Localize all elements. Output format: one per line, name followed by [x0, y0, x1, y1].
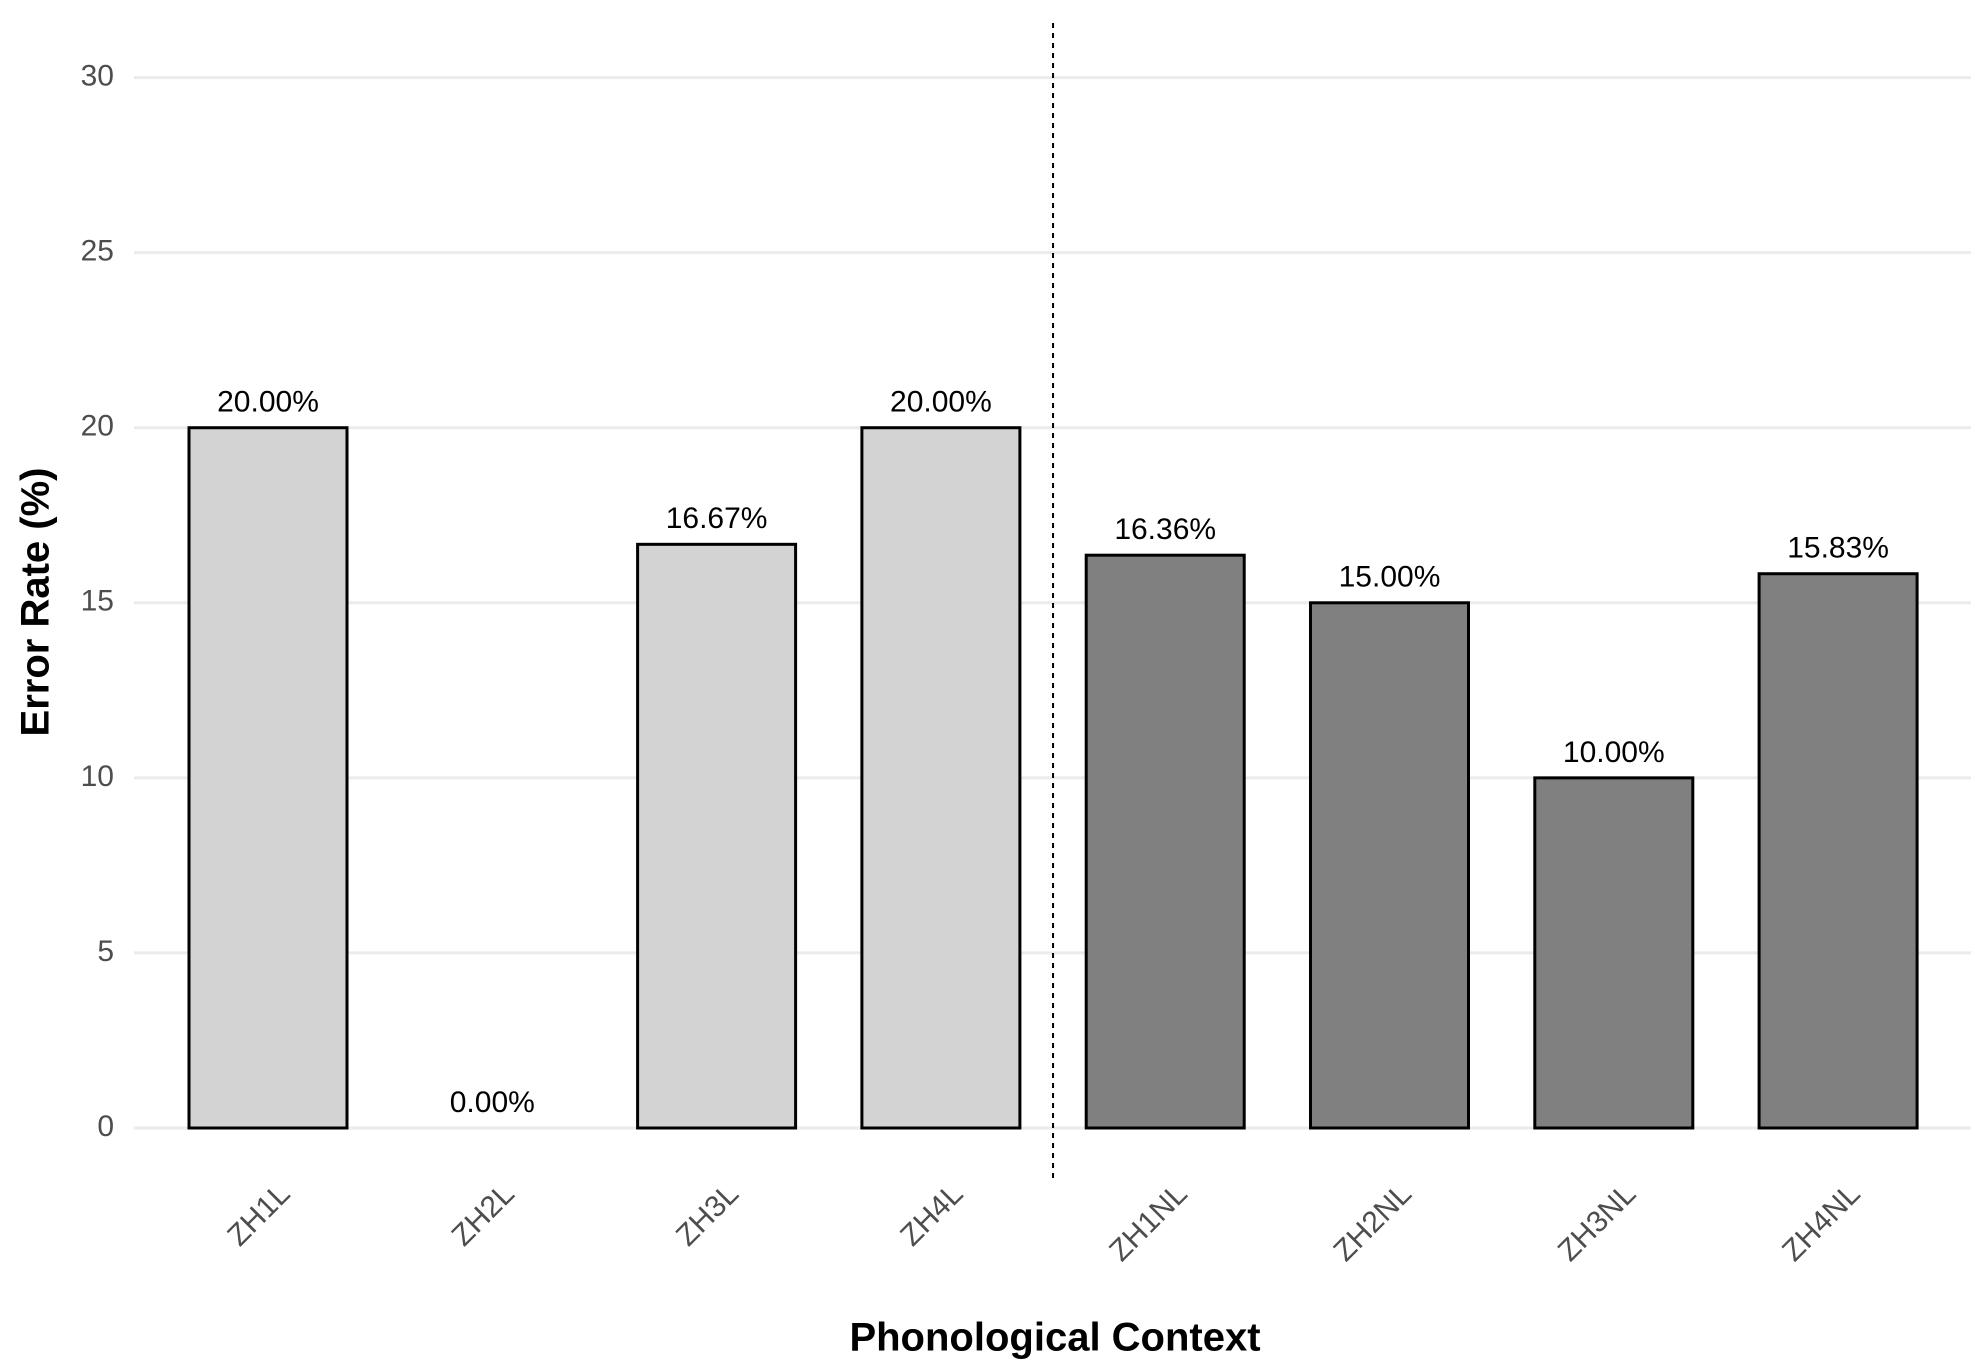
value-label: 20.00%: [890, 386, 992, 419]
x-tick-label: ZH1NL: [1103, 1177, 1194, 1268]
y-tick-label: 5: [97, 935, 114, 968]
bar: [1533, 776, 1695, 1130]
y-axis-title: Error Rate (%): [14, 468, 58, 737]
y-tick-label: 25: [81, 235, 114, 268]
y-tick-label: 30: [81, 60, 114, 93]
value-label: 16.67%: [666, 502, 768, 535]
x-tick-label: ZH4NL: [1776, 1177, 1867, 1268]
bar: [1309, 601, 1470, 1130]
value-label: 10.00%: [1563, 736, 1665, 769]
value-label: 15.00%: [1339, 561, 1441, 594]
x-tick-label: ZH2NL: [1328, 1177, 1419, 1268]
value-label: 0.00%: [450, 1086, 535, 1119]
x-axis-title: Phonological Context: [849, 1316, 1260, 1360]
x-tick-label: ZH2L: [446, 1177, 521, 1252]
bar: [1757, 572, 1919, 1130]
x-tick-label: ZH3NL: [1552, 1177, 1643, 1268]
bar: [187, 426, 349, 1130]
x-tick-label: ZH3L: [670, 1177, 745, 1252]
bar: [1084, 553, 1246, 1130]
bar: [636, 542, 798, 1130]
bar: [860, 426, 1022, 1130]
value-label: 15.83%: [1787, 532, 1889, 565]
y-tick-label: 20: [81, 410, 114, 443]
y-tick-label: 10: [81, 760, 114, 793]
y-tick-label: 0: [97, 1110, 114, 1143]
value-label: 20.00%: [217, 386, 319, 419]
y-tick-label: 15: [81, 585, 114, 618]
value-label: 16.36%: [1114, 513, 1216, 546]
x-tick-label: ZH4L: [894, 1177, 969, 1252]
x-tick-label: ZH1L: [221, 1177, 296, 1252]
